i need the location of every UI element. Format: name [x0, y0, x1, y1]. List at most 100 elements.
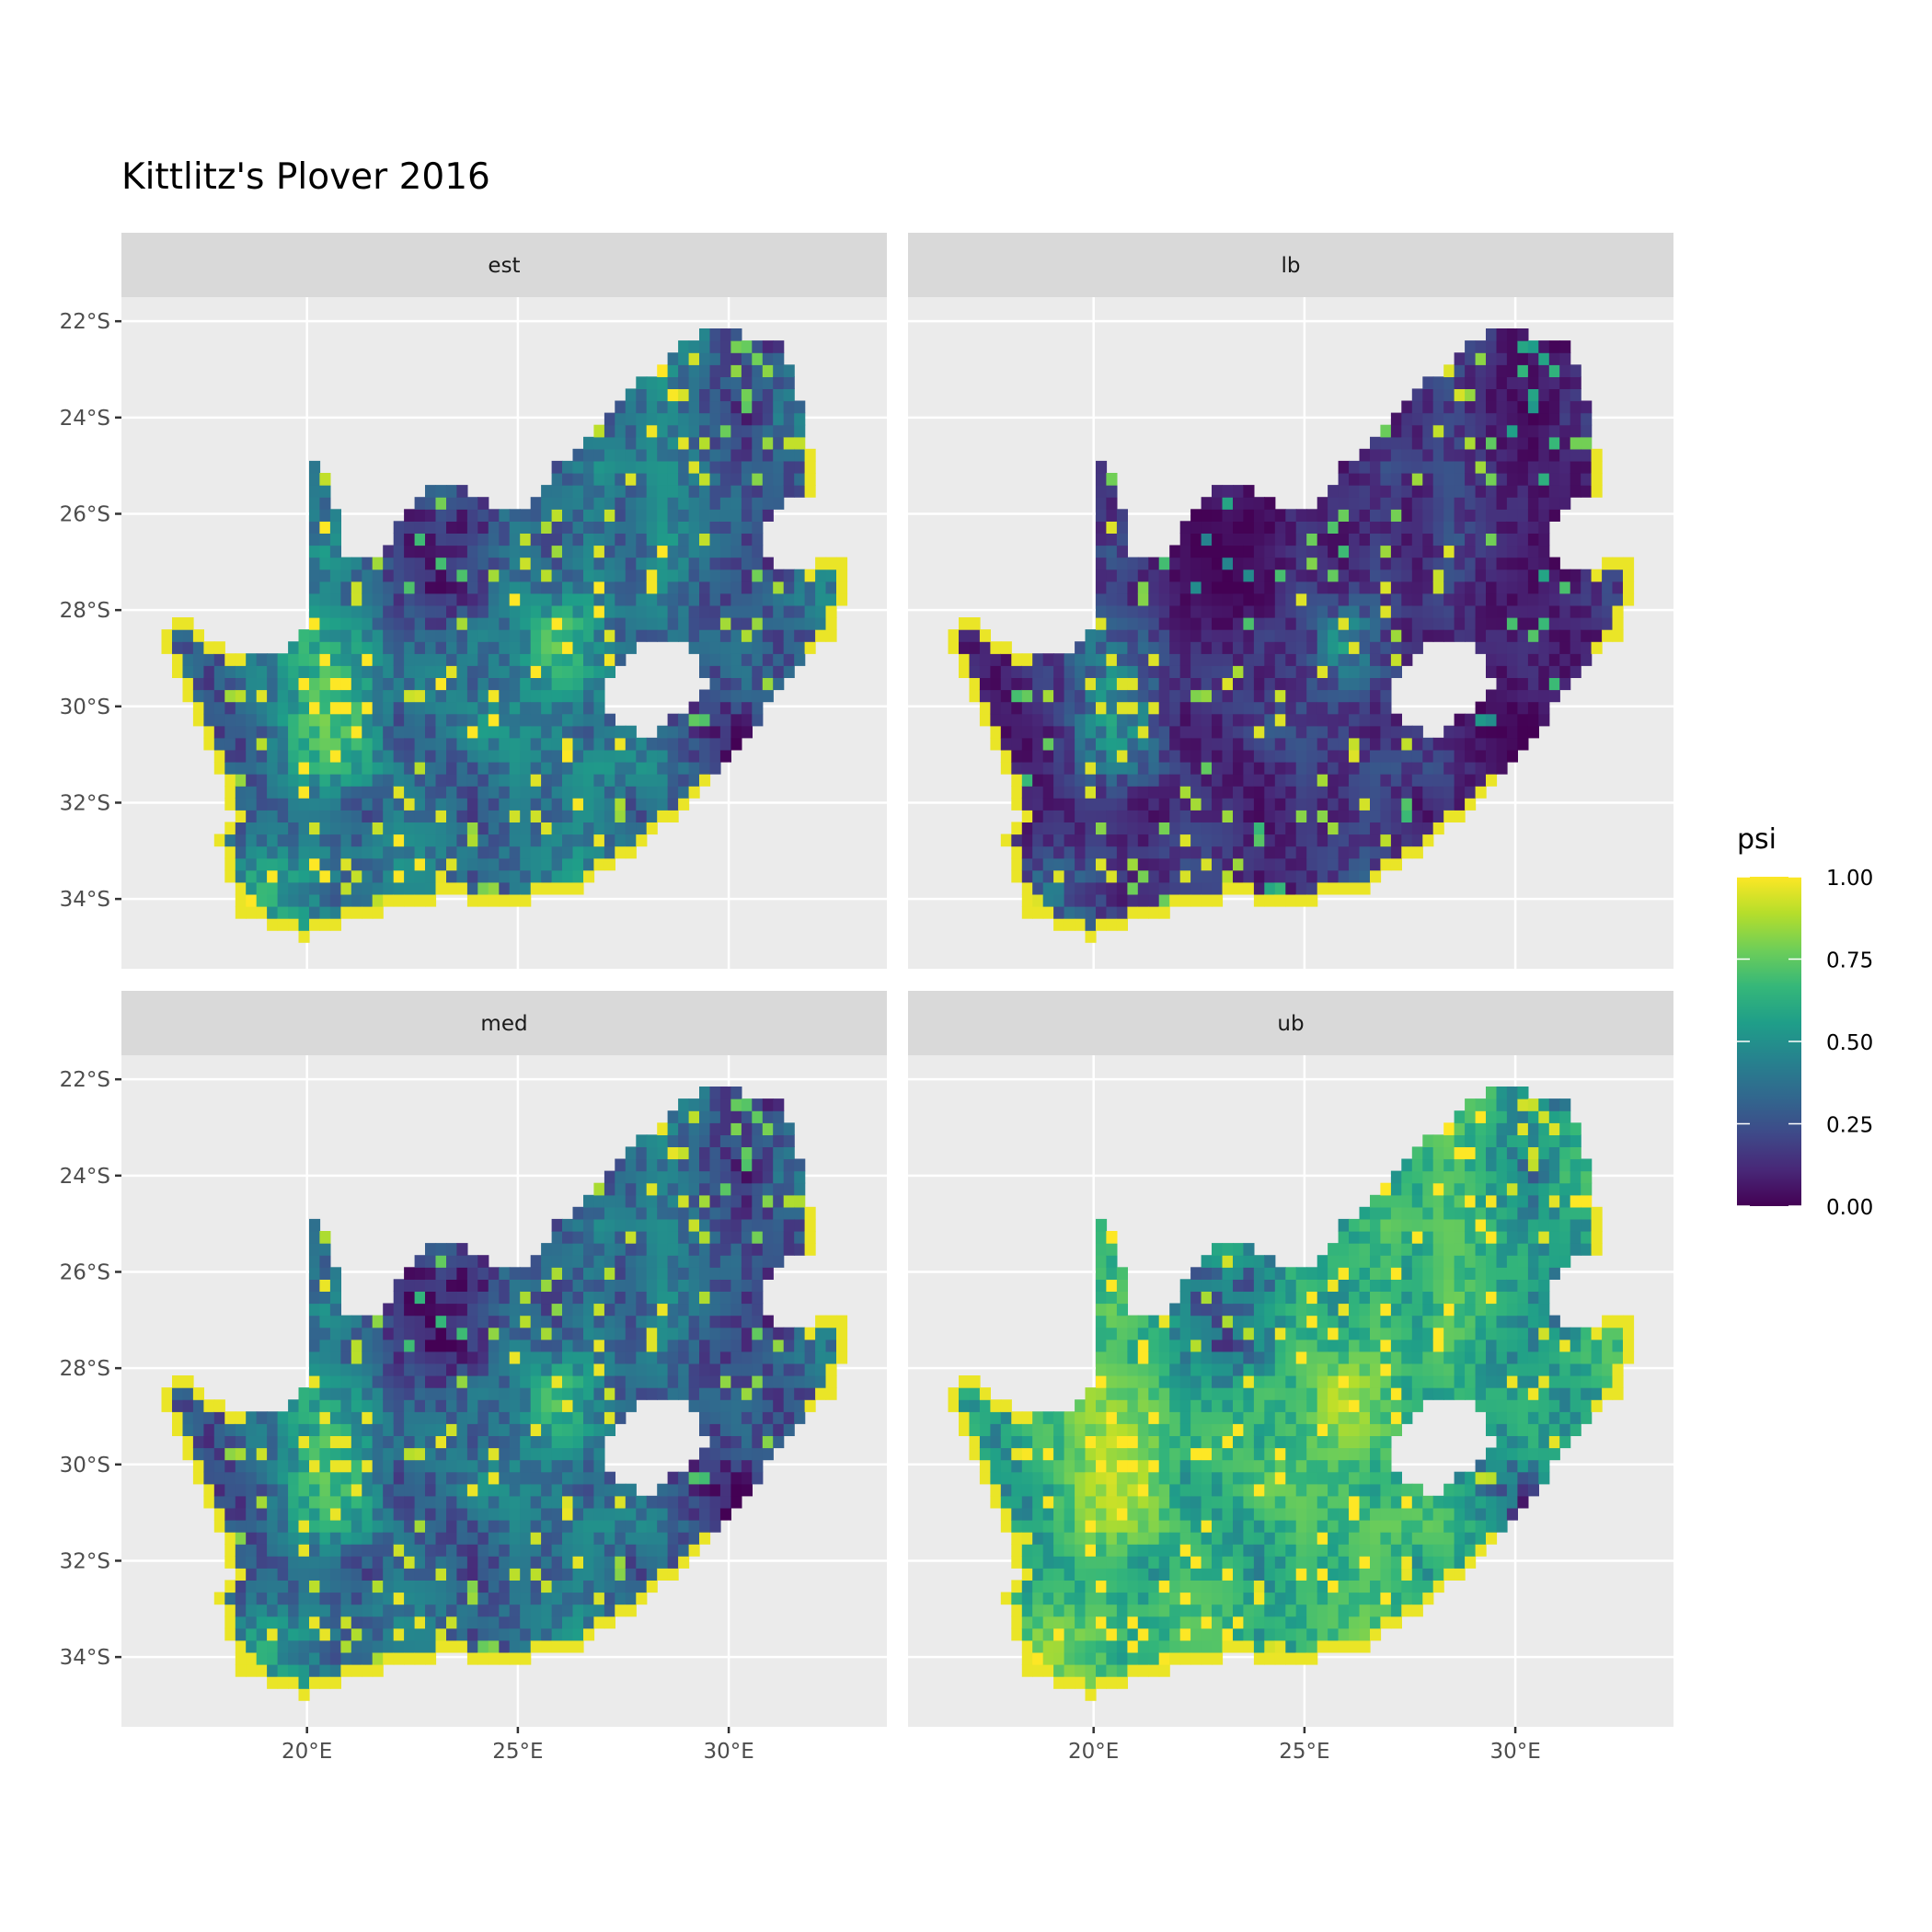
- raster-cell: [1127, 845, 1139, 859]
- raster-cell: [340, 1471, 352, 1485]
- raster-cell: [773, 424, 785, 438]
- raster-cell: [636, 400, 648, 414]
- raster-cell: [1264, 869, 1276, 883]
- raster-cell: [488, 581, 500, 594]
- raster-cell: [435, 641, 447, 654]
- raster-cell: [329, 1339, 341, 1352]
- raster-cell: [572, 1375, 584, 1388]
- raster-cell: [446, 1423, 458, 1436]
- raster-cell: [309, 810, 321, 822]
- raster-cell: [1169, 581, 1181, 594]
- raster-cell: [362, 881, 374, 895]
- raster-cell: [1527, 629, 1539, 642]
- raster-cell: [425, 762, 437, 775]
- raster-cell: [1137, 869, 1149, 883]
- raster-cell: [267, 1556, 279, 1569]
- raster-cell: [499, 1315, 511, 1328]
- raster-cell: [1295, 834, 1307, 847]
- raster-cell: [1559, 569, 1571, 582]
- raster-cell: [615, 592, 627, 606]
- raster-cell: [456, 557, 468, 570]
- raster-cell: [435, 1243, 447, 1256]
- raster-cell: [678, 604, 690, 618]
- raster-cell: [741, 629, 753, 642]
- raster-cell: [1053, 857, 1065, 871]
- raster-cell: [604, 1327, 615, 1340]
- raster-cell: [1233, 701, 1245, 715]
- raster-cell: [1349, 460, 1361, 474]
- raster-cell: [383, 604, 395, 618]
- raster-cell: [499, 1339, 511, 1352]
- raster-cell: [1581, 460, 1593, 474]
- raster-cell: [309, 1471, 321, 1485]
- raster-cell: [340, 893, 352, 907]
- raster-cell: [246, 1459, 258, 1473]
- raster-cell: [530, 774, 542, 787]
- raster-cell: [277, 1556, 289, 1569]
- raster-cell: [593, 460, 605, 474]
- raster-cell: [1317, 581, 1328, 594]
- raster-cell: [625, 1604, 637, 1617]
- raster-cell: [329, 677, 341, 691]
- y-tick-label: 28°S: [60, 599, 110, 623]
- raster-cell: [1106, 509, 1118, 522]
- raster-cell: [1075, 918, 1087, 931]
- raster-cell: [435, 857, 447, 871]
- raster-cell: [1486, 424, 1498, 438]
- raster-cell: [182, 1423, 194, 1436]
- raster-cell: [425, 1351, 437, 1364]
- raster-cell: [499, 509, 511, 522]
- raster-cell: [1548, 677, 1560, 691]
- raster-cell: [1422, 798, 1434, 811]
- raster-cell: [625, 834, 637, 847]
- raster-cell: [1075, 641, 1087, 654]
- raster-cell: [213, 1520, 225, 1533]
- raster-cell: [1201, 701, 1213, 715]
- raster-cell: [1264, 592, 1276, 606]
- raster-cell: [562, 641, 574, 654]
- raster-cell: [825, 629, 837, 642]
- raster-cell: [466, 701, 478, 715]
- raster-cell: [414, 1279, 426, 1292]
- raster-cell: [499, 1580, 511, 1593]
- raster-cell: [277, 893, 289, 907]
- raster-cell: [466, 798, 478, 811]
- raster-cell: [1370, 509, 1382, 522]
- raster-cell: [1053, 918, 1065, 931]
- raster-cell: [1127, 701, 1139, 715]
- raster-cell: [456, 509, 468, 522]
- raster-cell: [435, 653, 447, 666]
- raster-cell: [678, 798, 690, 811]
- raster-cell: [362, 581, 374, 594]
- raster-cell: [762, 497, 774, 510]
- raster-cell: [509, 1627, 521, 1641]
- raster-cell: [604, 617, 615, 630]
- facet-strip-label: lb: [1282, 254, 1301, 278]
- raster-cell: [1169, 629, 1181, 642]
- raster-cell: [425, 1544, 437, 1557]
- raster-cell: [1538, 592, 1550, 606]
- raster-cell: [636, 436, 648, 450]
- raster-cell: [1548, 436, 1560, 450]
- raster-cell: [435, 1399, 447, 1412]
- raster-cell: [572, 1471, 584, 1485]
- raster-cell: [319, 485, 331, 498]
- raster-cell: [267, 677, 279, 691]
- raster-cell: [604, 737, 615, 751]
- raster-cell: [1243, 881, 1255, 895]
- raster-cell: [435, 810, 447, 822]
- raster-cell: [752, 617, 764, 630]
- raster-cell: [256, 774, 268, 787]
- raster-cell: [1190, 629, 1202, 642]
- raster-cell: [1190, 822, 1202, 835]
- raster-cell: [499, 569, 511, 582]
- raster-cell: [1127, 629, 1139, 642]
- raster-cell: [530, 641, 542, 654]
- raster-cell: [509, 1471, 521, 1485]
- raster-cell: [678, 617, 690, 630]
- raster-cell: [667, 604, 679, 618]
- raster-cell: [213, 737, 225, 751]
- raster-cell: [319, 604, 331, 618]
- raster-cell: [1011, 737, 1023, 751]
- raster-cell: [541, 1556, 553, 1569]
